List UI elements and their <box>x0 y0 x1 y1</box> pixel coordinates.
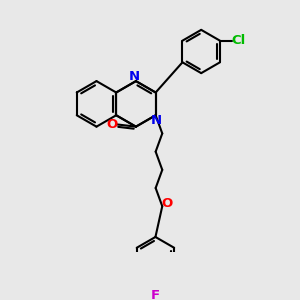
Text: N: N <box>151 114 162 127</box>
Text: O: O <box>162 197 173 211</box>
Text: N: N <box>129 70 140 83</box>
Text: F: F <box>151 289 160 300</box>
Text: O: O <box>106 118 118 131</box>
Text: Cl: Cl <box>231 34 245 47</box>
